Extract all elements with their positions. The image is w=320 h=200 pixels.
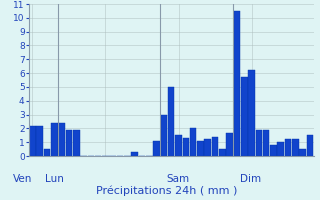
Bar	[270, 145, 277, 156]
Bar	[300, 149, 306, 156]
Bar	[277, 142, 284, 156]
Bar	[248, 70, 255, 156]
Bar	[51, 123, 58, 156]
Bar	[182, 138, 189, 156]
Bar	[36, 126, 43, 156]
Bar	[292, 139, 299, 156]
Bar	[307, 135, 313, 156]
Bar	[73, 130, 80, 156]
Bar	[234, 11, 240, 156]
Bar	[219, 149, 226, 156]
Bar	[168, 87, 174, 156]
Bar	[161, 115, 167, 156]
Bar	[132, 152, 138, 156]
Text: Précipitations 24h ( mm ): Précipitations 24h ( mm )	[96, 186, 237, 196]
Bar	[29, 126, 36, 156]
Bar	[58, 123, 65, 156]
Text: Sam: Sam	[166, 174, 189, 184]
Text: Dim: Dim	[240, 174, 261, 184]
Bar	[263, 130, 269, 156]
Bar	[226, 133, 233, 156]
Bar	[212, 137, 218, 156]
Bar	[44, 149, 50, 156]
Bar	[204, 139, 211, 156]
Bar	[175, 135, 182, 156]
Bar	[190, 128, 196, 156]
Bar	[256, 130, 262, 156]
Bar	[153, 141, 160, 156]
Bar	[197, 141, 204, 156]
Bar	[66, 130, 72, 156]
Bar	[241, 77, 247, 156]
Text: Ven: Ven	[13, 174, 32, 184]
Bar	[285, 139, 291, 156]
Text: Lun: Lun	[45, 174, 64, 184]
